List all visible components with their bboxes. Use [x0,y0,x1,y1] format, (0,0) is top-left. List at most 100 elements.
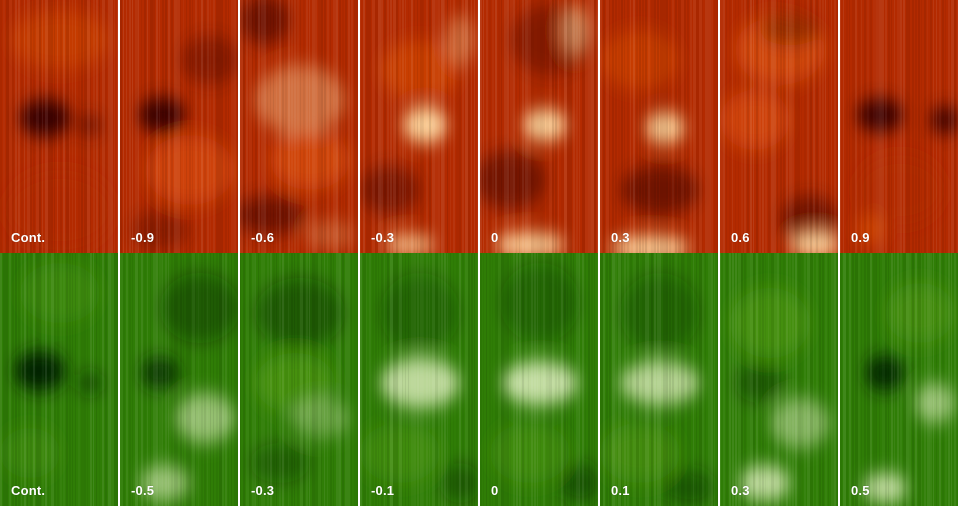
streak-texture [948,253,950,506]
streak-texture [531,0,534,253]
streak-texture [468,253,470,506]
panel-divider [118,0,120,506]
streak-texture [717,0,718,253]
streak-texture [222,253,224,506]
streak-texture [918,0,920,253]
streak-texture [726,0,727,253]
streak-texture [411,0,413,253]
streak-texture [831,253,834,506]
streak-texture [618,0,620,253]
streak-texture [438,0,440,253]
streak-texture [342,0,344,253]
streak-texture [96,0,98,253]
streak-texture [21,253,22,506]
streak-texture [6,0,9,253]
streak-texture [702,0,703,253]
streak-texture [906,0,909,253]
filtergram-image [840,253,958,506]
streak-texture [630,253,632,506]
streak-texture [924,253,926,506]
streak-texture [72,0,73,253]
streak-texture [234,253,237,506]
streak-texture [942,253,944,506]
panel-red-0: Cont. [0,0,118,253]
streak-texture [228,0,229,253]
streak-texture [51,0,53,253]
streak-texture [408,0,409,253]
streak-texture [252,0,253,253]
streak-texture [435,0,438,253]
filtergram-image [720,253,838,506]
streak-texture [447,253,448,506]
streak-texture [579,0,580,253]
streak-texture [201,0,203,253]
streak-texture [375,0,378,253]
streak-texture [0,253,2,506]
dark-feature [865,355,905,391]
streak-texture [336,253,339,506]
streak-texture [381,0,383,253]
streak-texture [147,253,148,506]
streak-texture [255,253,256,506]
dark-feature [130,210,190,250]
streak-texture [267,253,269,506]
streak-texture [846,0,848,253]
streak-texture [696,253,697,506]
streak-texture [675,0,677,253]
filtergram-image [840,0,958,253]
bright-feature [5,170,115,250]
streak-texture [612,0,614,253]
streak-texture [486,0,488,253]
streak-texture [564,0,567,253]
streak-texture [801,253,803,506]
streak-texture [672,0,674,253]
streak-texture [888,0,890,253]
dark-feature [160,273,238,343]
streak-texture [957,0,958,253]
dark-feature [360,165,420,215]
panel-label: -0.9 [131,230,155,245]
streak-texture [195,253,196,506]
streak-texture [582,0,585,253]
streak-texture [171,253,173,506]
streak-texture [159,0,160,253]
streak-texture [729,253,731,506]
panel-red-2: -0.6 [240,0,358,253]
streak-texture [33,253,35,506]
streak-texture [426,0,428,253]
streak-texture [516,0,517,253]
streak-texture [354,0,357,253]
streak-texture [543,0,545,253]
streak-texture [561,253,563,506]
streak-texture [474,253,475,506]
streak-texture [861,253,862,506]
panel-green-0: Cont. [0,253,118,506]
streak-texture [132,0,133,253]
streak-texture [39,253,41,506]
streak-texture [9,253,11,506]
streak-texture [777,0,778,253]
streak-texture [750,253,753,506]
streak-texture [498,0,500,253]
streak-texture [156,0,158,253]
streak-texture [258,0,260,253]
bright-feature [360,423,440,483]
filtergram-image [480,0,598,253]
streak-texture [408,253,409,506]
streak-texture [123,0,124,253]
streak-texture [774,253,777,506]
streak-texture [249,0,252,253]
streak-texture [582,253,584,506]
streak-texture [120,253,123,506]
streak-texture [513,0,515,253]
bright-feature [600,423,680,483]
streak-texture [276,253,277,506]
streak-texture [951,253,952,506]
streak-texture [945,253,947,506]
streak-texture [57,253,59,506]
streak-texture [372,253,374,506]
streak-texture [288,0,290,253]
streak-texture [588,0,591,253]
streak-texture [462,253,464,506]
streak-texture [237,253,238,506]
